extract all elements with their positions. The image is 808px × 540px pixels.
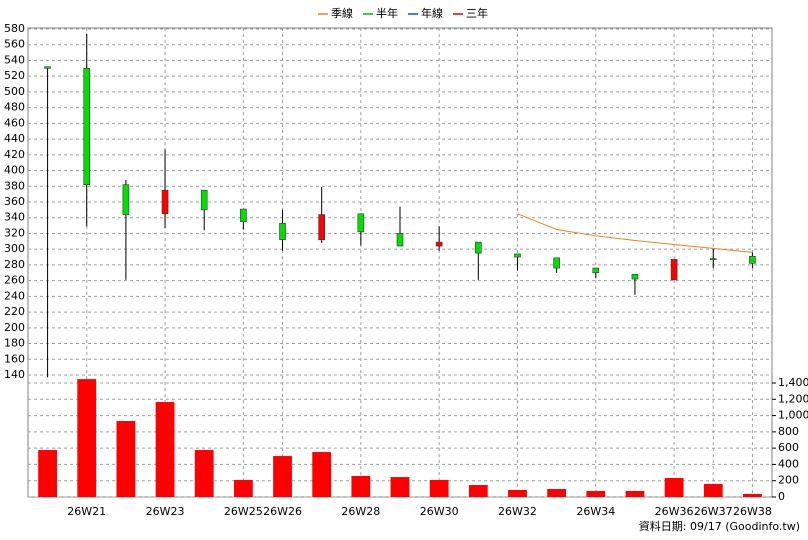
candle-body xyxy=(514,253,521,258)
y2-tick-label: 1,000 xyxy=(778,409,808,422)
legend-label: 季線 xyxy=(331,6,353,20)
y-tick-label: 500 xyxy=(4,85,25,98)
candle-body xyxy=(279,222,286,241)
y-tick-label: 200 xyxy=(4,321,25,334)
x-tick-label: 26W37 xyxy=(694,505,733,518)
candle-body xyxy=(240,208,247,222)
volume-bar xyxy=(547,489,567,497)
y2-tick-label: 400 xyxy=(778,457,799,470)
candle-body xyxy=(83,68,91,186)
candle-body xyxy=(749,255,756,264)
volume-bar xyxy=(743,493,762,497)
y-tick-label: 180 xyxy=(4,337,25,350)
volume-bar xyxy=(155,402,175,497)
y-tick-label: 440 xyxy=(4,132,25,145)
plot-area xyxy=(27,27,773,498)
y-tick-label: 380 xyxy=(4,179,25,192)
candle-body xyxy=(475,241,482,254)
volume-bar xyxy=(116,421,136,497)
ma-line xyxy=(517,213,753,253)
y-tick-label: 560 xyxy=(4,38,25,51)
candle-body xyxy=(122,184,130,215)
y-tick-label: 280 xyxy=(4,258,25,271)
volume-bar xyxy=(233,479,253,497)
y-tick-label: 160 xyxy=(4,352,25,365)
y2-tick-label: 800 xyxy=(778,425,799,438)
volume-bar xyxy=(664,478,684,497)
y-tick-label: 220 xyxy=(4,305,25,318)
y-tick-label: 400 xyxy=(4,164,25,177)
x-tick-label: 26W36 xyxy=(655,505,694,518)
candle-body xyxy=(396,233,404,247)
volume-bar xyxy=(703,483,723,497)
y-tick-label: 140 xyxy=(4,368,25,381)
x-tick-label: 26W28 xyxy=(341,505,380,518)
x-tick-label: 26W32 xyxy=(498,505,537,518)
volume-bar xyxy=(38,450,57,497)
x-tick-label: 26W34 xyxy=(576,505,615,518)
volume-bar xyxy=(273,456,292,497)
legend-label: 半年 xyxy=(376,6,398,20)
volume-bar xyxy=(586,490,606,497)
y-tick-label: 260 xyxy=(4,274,25,287)
x-tick-label: 26W23 xyxy=(146,505,185,518)
y-tick-label: 580 xyxy=(4,22,25,35)
y-tick-label: 240 xyxy=(4,289,25,302)
volume-bar xyxy=(468,485,488,497)
volume-bar xyxy=(312,452,332,497)
volume-bar xyxy=(625,490,645,497)
y-tick-label: 360 xyxy=(4,195,25,208)
y-tick-label: 300 xyxy=(4,242,25,255)
y2-tick-label: 0 xyxy=(778,490,785,503)
volume-bar xyxy=(351,475,371,497)
y2-tick-label: 600 xyxy=(778,441,799,454)
candle-body xyxy=(161,189,169,215)
x-tick-label: 26W25 xyxy=(224,505,263,518)
candle-body xyxy=(631,274,639,280)
volume-bar xyxy=(77,379,97,497)
y-tick-label: 480 xyxy=(4,101,25,114)
volume-bar xyxy=(508,489,527,497)
x-tick-label: 26W26 xyxy=(263,505,302,518)
y-tick-label: 540 xyxy=(4,53,25,66)
legend-label: 年線 xyxy=(421,6,443,20)
legend-label: 三年 xyxy=(466,6,488,20)
y-tick-label: 320 xyxy=(4,226,25,239)
candle-body xyxy=(553,257,560,269)
x-tick-label: 26W30 xyxy=(420,505,459,518)
candle-body xyxy=(357,213,365,233)
x-tick-label: 26W21 xyxy=(67,505,106,518)
y-tick-label: 520 xyxy=(4,69,25,82)
x-tick-label: 26W38 xyxy=(733,505,772,518)
footer: 資料日期: 09/17 (Goodinfo.tw) xyxy=(639,519,800,533)
candle-body xyxy=(44,66,51,69)
volume-bar xyxy=(390,477,410,497)
candle-body xyxy=(670,259,678,281)
candle-body xyxy=(435,241,443,247)
y-tick-label: 460 xyxy=(4,116,25,129)
volume-bar xyxy=(194,450,214,497)
y2-tick-label: 200 xyxy=(778,474,799,487)
candle-body xyxy=(592,267,600,274)
volume-bar xyxy=(429,479,449,497)
y-tick-label: 340 xyxy=(4,211,25,224)
y2-tick-label: 1,400 xyxy=(778,376,808,389)
candle-body xyxy=(709,258,717,260)
y-tick-label: 420 xyxy=(4,148,25,161)
candle-body xyxy=(318,214,325,241)
y2-tick-label: 1,200 xyxy=(778,392,808,405)
candle-body xyxy=(200,189,208,211)
